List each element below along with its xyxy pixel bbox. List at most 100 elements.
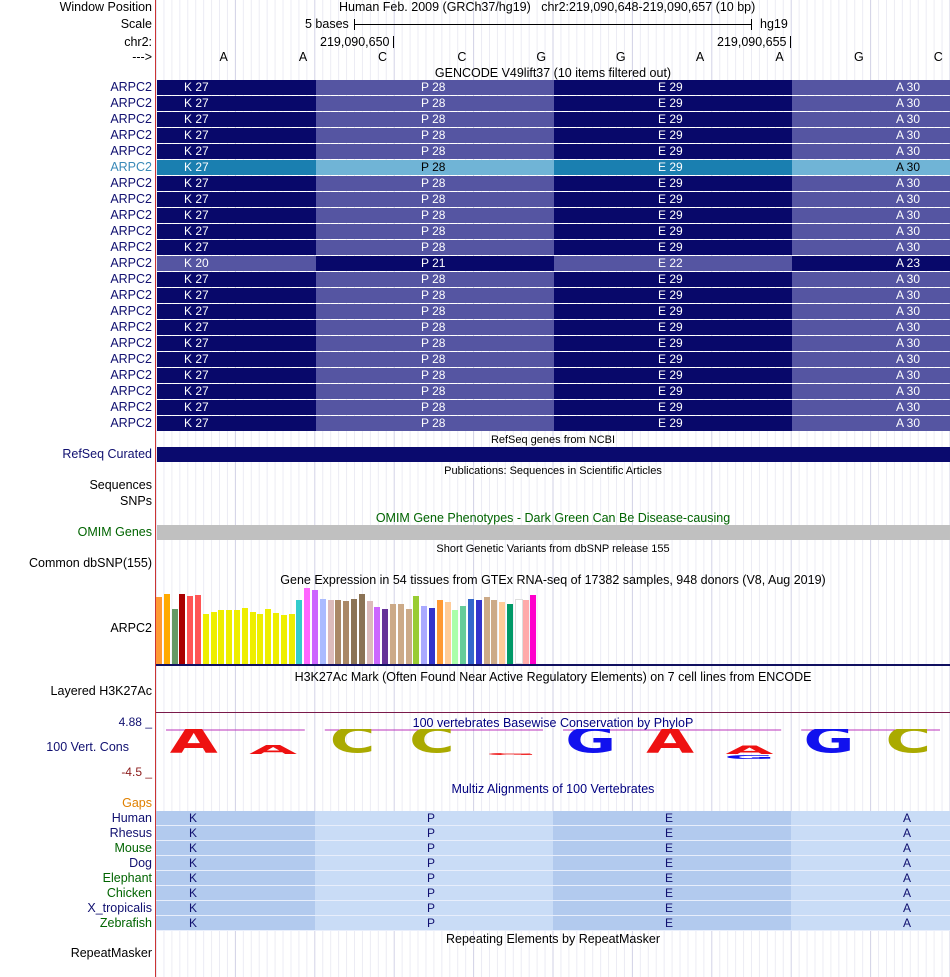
gene-label[interactable]: ARPC2 [110, 400, 152, 414]
codon-block[interactable]: A 30 [792, 96, 950, 111]
gtex-bar[interactable] [319, 599, 326, 664]
codon-block[interactable]: E 29 [554, 400, 793, 415]
gtex-bar[interactable] [522, 600, 529, 664]
codon-block[interactable]: P 28 [315, 80, 554, 95]
gene-label[interactable]: ARPC2 [110, 256, 152, 270]
gencode-row[interactable]: ARPC2 K 27 P 28 E 29 A 30 [0, 112, 950, 127]
gene-label[interactable]: ARPC2 [110, 208, 152, 222]
gtex-bar[interactable] [273, 613, 279, 664]
gencode-row[interactable]: ARPC2 K 27 P 28 E 29 A 30 [0, 304, 950, 319]
species-label[interactable]: Zebrafish [99, 916, 152, 930]
gene-label[interactable]: ARPC2 [110, 112, 152, 126]
gtex-bar[interactable] [202, 614, 209, 664]
gene-label[interactable]: ARPC2 [110, 240, 152, 254]
codon-block[interactable]: E 29 [554, 320, 793, 335]
codon-block[interactable]: K 27 [157, 384, 316, 399]
codon-block[interactable]: A 30 [792, 384, 950, 399]
gtex-bar[interactable] [280, 615, 287, 664]
gene-label[interactable]: ARPC2 [110, 128, 152, 142]
gtex-chart[interactable] [156, 588, 537, 664]
species-label[interactable]: Chicken [106, 886, 152, 900]
codon-block[interactable]: P 28 [315, 320, 554, 335]
gtex-bar[interactable] [382, 609, 389, 664]
codon-block[interactable]: E 29 [554, 336, 793, 351]
codon-block[interactable]: K 27 [157, 288, 316, 303]
codon-block[interactable]: K 27 [157, 368, 316, 383]
refseq-label[interactable]: RefSeq Curated [62, 447, 152, 461]
codon-block[interactable]: A 30 [792, 80, 950, 95]
gene-label[interactable]: ARPC2 [110, 80, 152, 94]
codon-block[interactable]: K 27 [157, 352, 316, 367]
gtex-bar[interactable] [436, 600, 443, 664]
gencode-title[interactable]: GENCODE V49lift37 (10 items filtered out… [434, 66, 672, 80]
gtex-bar[interactable] [483, 597, 490, 664]
codon-block[interactable]: P 28 [315, 144, 554, 159]
snps-label[interactable]: SNPs [120, 494, 152, 508]
codon-block[interactable]: K 27 [157, 240, 316, 255]
codon-block[interactable]: P 28 [315, 176, 554, 191]
codon-block[interactable]: E 29 [554, 240, 793, 255]
gencode-row[interactable]: ARPC2 K 27 P 28 E 29 A 30 [0, 144, 950, 159]
gene-label[interactable]: ARPC2 [110, 96, 152, 110]
gencode-track[interactable]: ARPC2 K 27 P 28 E 29 A 30 ARPC2 K 27 P 28 E 29 A … [0, 80, 950, 432]
codon-block[interactable]: P 28 [315, 336, 554, 351]
gene-label[interactable]: ARPC2 [110, 224, 152, 238]
codon-block[interactable]: A 30 [792, 224, 950, 239]
codon-block[interactable]: A 30 [792, 304, 950, 319]
gene-label[interactable]: ARPC2 [110, 288, 152, 302]
codon-block[interactable]: P 28 [315, 208, 554, 223]
gtex-bar[interactable] [163, 594, 170, 664]
codon-block[interactable]: K 27 [157, 144, 316, 159]
codon-block[interactable]: E 29 [554, 80, 793, 95]
omim-label[interactable]: OMIM Genes [77, 525, 152, 539]
codon-block[interactable]: E 29 [554, 96, 793, 111]
codon-block[interactable]: K 27 [157, 304, 316, 319]
codon-block[interactable]: A 30 [792, 368, 950, 383]
gtex-bar[interactable] [405, 609, 412, 664]
gtex-bar[interactable] [179, 594, 186, 664]
codon-block[interactable]: K 27 [157, 272, 316, 287]
gene-label[interactable]: ARPC2 [110, 144, 152, 158]
gtex-bar[interactable] [475, 600, 482, 664]
codon-block[interactable]: P 28 [315, 272, 554, 287]
gtex-bar[interactable] [397, 604, 404, 664]
phylop-label[interactable]: 100 Vert. Cons [46, 740, 129, 754]
codon-block[interactable]: K 27 [157, 336, 316, 351]
gtex-bar[interactable] [335, 600, 342, 664]
gencode-row[interactable]: ARPC2 K 27 P 28 E 29 A 30 [0, 272, 950, 287]
codon-block[interactable]: P 28 [315, 240, 554, 255]
codon-block[interactable]: E 29 [554, 176, 793, 191]
gtex-bar[interactable] [187, 596, 194, 664]
codon-block[interactable]: A 30 [792, 288, 950, 303]
gtex-bar[interactable] [265, 609, 272, 664]
multiz-track[interactable]: Human K P E A Rhesus K P E A Mouse K P E A Dog K P E A Eleph… [0, 811, 950, 931]
gencode-row[interactable]: ARPC2 K 27 P 28 E 29 A 30 [0, 128, 950, 143]
codon-block[interactable]: P 28 [315, 160, 554, 175]
species-label[interactable]: Mouse [114, 841, 152, 855]
gtex-bar[interactable] [218, 610, 225, 664]
gencode-row[interactable]: ARPC2 K 27 P 28 E 29 A 30 [0, 160, 950, 175]
gene-label[interactable]: ARPC2 [110, 352, 152, 366]
codon-block[interactable]: P 28 [315, 352, 554, 367]
phylop-logo[interactable]: A A C C G G A AG G C [156, 729, 950, 759]
codon-block[interactable]: E 29 [554, 368, 793, 383]
codon-block[interactable]: E 29 [554, 160, 793, 175]
codon-block[interactable]: E 29 [554, 112, 793, 127]
gene-label[interactable]: ARPC2 [110, 336, 152, 350]
codon-block[interactable]: P 28 [315, 96, 554, 111]
gencode-row[interactable]: ARPC2 K 27 P 28 E 29 A 30 [0, 176, 950, 191]
codon-block[interactable]: A 30 [792, 192, 950, 207]
codon-block[interactable]: A 23 [792, 256, 950, 271]
codon-block[interactable]: E 29 [554, 208, 793, 223]
gencode-row[interactable]: ARPC2 K 27 P 28 E 29 A 30 [0, 224, 950, 239]
refseq-feature[interactable] [157, 447, 950, 462]
codon-block[interactable]: E 29 [554, 144, 793, 159]
gtex-bar[interactable] [195, 595, 201, 664]
codon-block[interactable]: P 28 [315, 128, 554, 143]
